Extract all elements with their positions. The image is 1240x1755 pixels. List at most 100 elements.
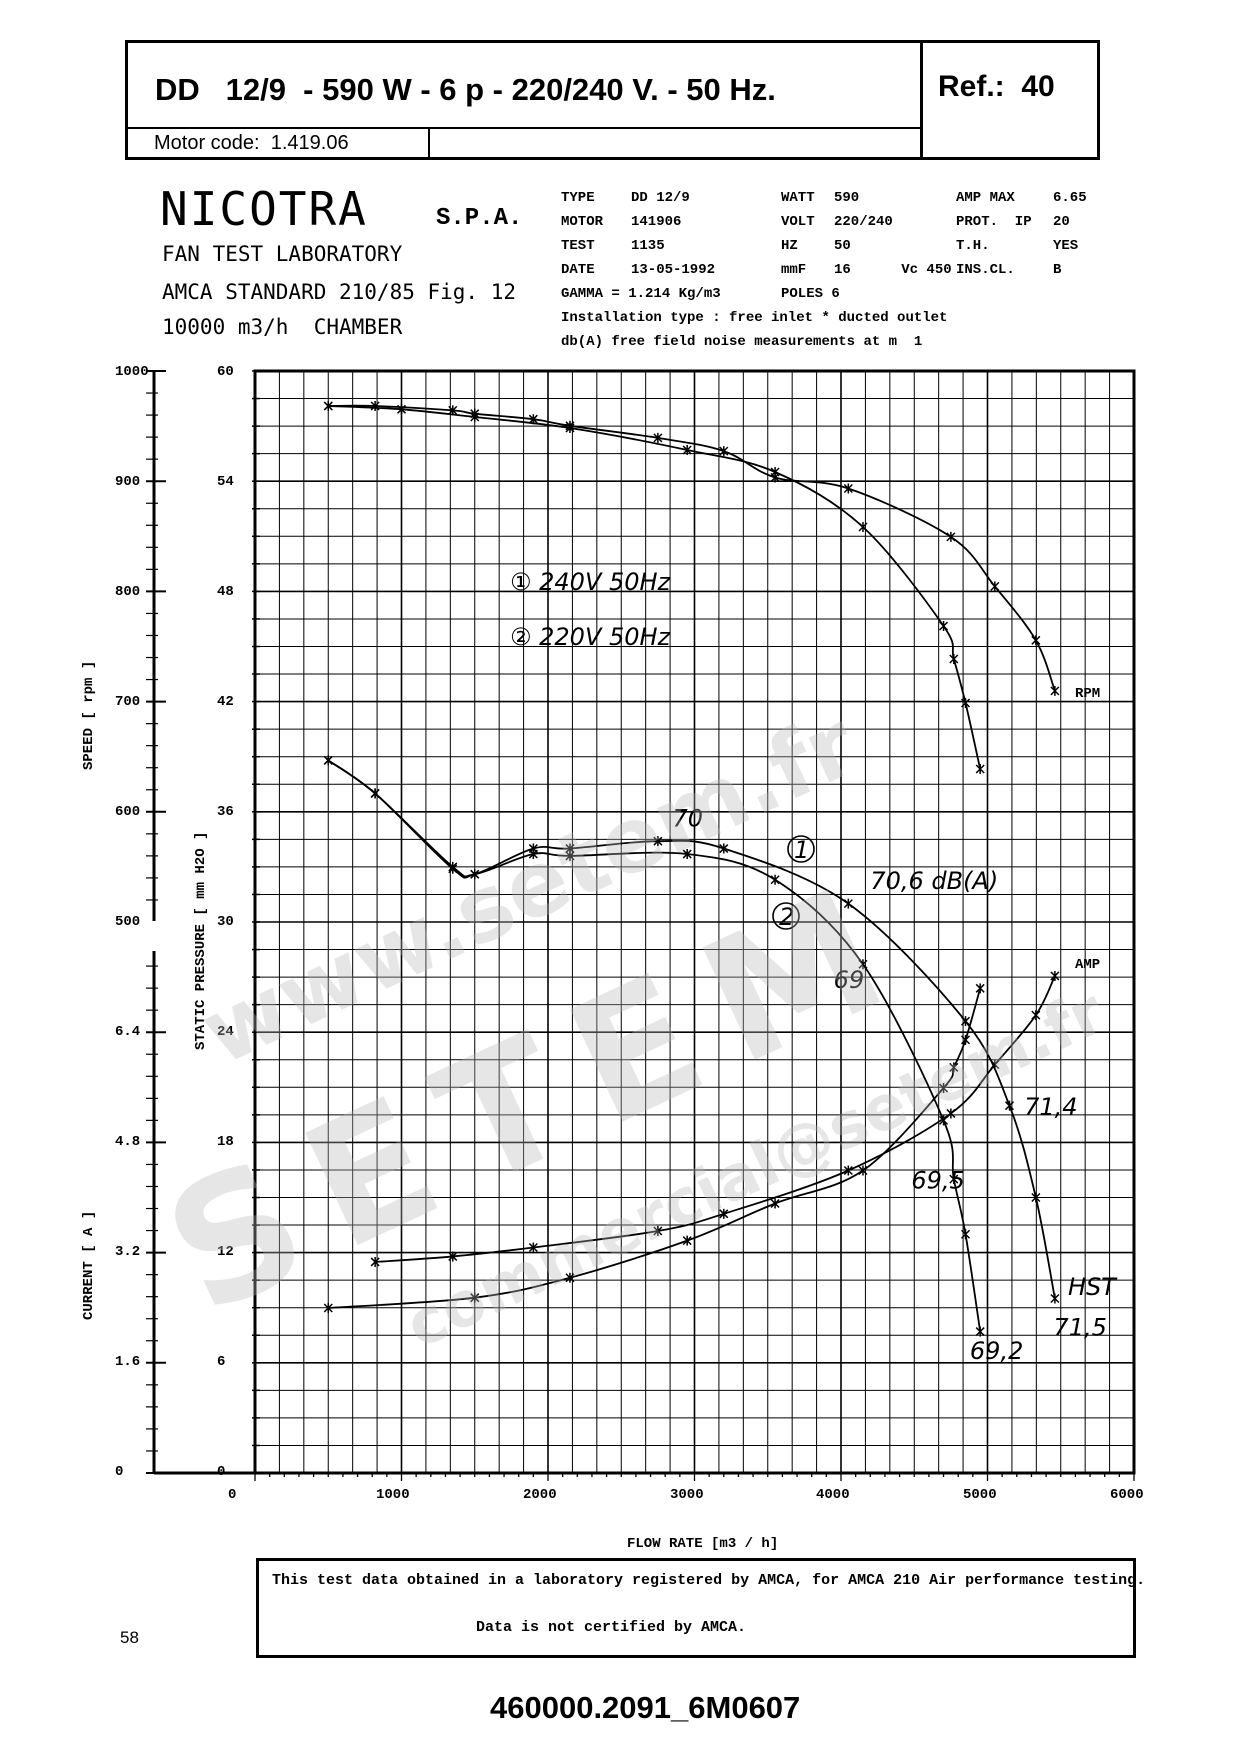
noise-annotations: 70 70,6 dB(A) 69 71,4 69,5 71,5 69,2 — [673, 804, 1107, 1365]
noise-annotation: 69 — [834, 966, 865, 994]
curve-1-marker — [787, 835, 815, 863]
rpm-curve-1 — [328, 404, 1056, 692]
legend-240v: ① 240V 50Hz — [510, 568, 672, 596]
spec-label: T.H. — [956, 238, 990, 254]
flow-tick: 1000 — [376, 1487, 410, 1503]
static-pressure-curve-2-point — [960, 1229, 971, 1240]
current-curve-2-point — [323, 1303, 333, 1313]
noise-measurement-note: db(A) free field noise measurements at m… — [561, 334, 923, 350]
disclaimer-line-1: This test data obtained in a laboratory … — [272, 1572, 1146, 1589]
installation-type: Installation type : free inlet * ducted … — [561, 310, 948, 326]
brand-suffix: S.P.A. — [436, 205, 523, 232]
static-pressure-curve-1-point — [843, 898, 853, 909]
current-tick: 6.4 — [115, 1024, 140, 1040]
current-curve-1-point — [653, 1226, 663, 1236]
flow-axis-label: FLOW RATE [m3 / h] — [627, 1536, 778, 1552]
spec-label: TYPE — [561, 190, 595, 206]
pressure-tick: 54 — [217, 474, 234, 490]
static-pressure-curve-1-point — [960, 1016, 971, 1027]
lab-line-2: AMCA STANDARD 210/85 Fig. 12 — [162, 280, 517, 304]
current-curve-2-point — [565, 1272, 575, 1283]
current-curve-2-point — [939, 1083, 949, 1093]
static-pressure-curve-1-point — [653, 836, 663, 847]
current-curve-2-point — [858, 1165, 868, 1176]
fan-model-title: DD 12/9 - 590 W - 6 p - 220/240 V. - 50 … — [155, 72, 776, 107]
pressure-tick: 12 — [217, 1244, 234, 1260]
current-curve-2-point — [770, 1198, 780, 1209]
rpm-curve-label: RPM — [1075, 686, 1100, 702]
speed-tick: 1000 — [115, 364, 149, 380]
spec-label: AMP MAX — [956, 190, 1015, 206]
pressure-axis-label: STATIC PRESSURE [ mm H2O ] — [193, 832, 209, 1050]
current-axis-label: CURRENT [ A ] — [81, 1211, 97, 1320]
current-curve-1-point — [990, 1059, 1000, 1070]
rpm-curve-2-point — [858, 522, 868, 532]
header-rule — [125, 127, 922, 129]
current-curve-1 — [375, 975, 1056, 1263]
amp-curve-label: AMP — [1075, 957, 1100, 973]
static-pressure-curve-2-point — [448, 861, 458, 872]
spec-label: WATT — [781, 190, 815, 206]
spec-value: 13-05-1992 — [631, 262, 716, 278]
flow-tick: 6000 — [1110, 1487, 1144, 1503]
pressure-tick: 48 — [217, 584, 234, 600]
noise-annotation: 71,5 — [1053, 1313, 1106, 1341]
speed-tick: 500 — [115, 914, 140, 930]
page-number: 58 — [120, 1628, 139, 1647]
current-curve-1-point — [1050, 970, 1060, 981]
spec-label: POLES 6 — [781, 286, 840, 302]
static-pressure-curve-2-point — [528, 849, 538, 860]
current-curve-1-point — [528, 1242, 538, 1253]
rpm-curve-1-point — [719, 446, 729, 457]
rpm-curve-1-point — [1031, 635, 1041, 646]
static-pressure-curve-2-point — [470, 869, 480, 880]
noise-annotation: 71,4 — [1024, 1093, 1077, 1121]
speed-tick: 700 — [115, 694, 140, 710]
ref-divider — [920, 40, 923, 160]
curve-2-marker-label: 2 — [779, 903, 794, 931]
current-curve-2-point — [975, 983, 985, 994]
rpm-curve-2-point — [949, 654, 959, 664]
speed-tick: 600 — [115, 804, 140, 820]
static-pressure-curve-1-point — [1031, 1192, 1041, 1203]
pressure-tick: 6 — [217, 1354, 225, 1370]
static-pressure-curve-2-point — [565, 850, 575, 861]
spec-value: DD 12/9 — [631, 190, 690, 206]
speed-tick: 900 — [115, 474, 140, 490]
static-pressure-curve-2-point — [370, 788, 380, 799]
spec-label: HZ — [781, 238, 798, 254]
noise-annotation: 69,5 — [911, 1166, 964, 1194]
lab-line-3: 10000 m3/h CHAMBER — [162, 315, 403, 339]
static-pressure-curve-2-point — [682, 849, 692, 860]
tick-labels: 1000 900 800 700 600 500 6.4 4.8 3.2 1.6… — [115, 364, 1144, 1503]
current-curve-1-point — [946, 1108, 956, 1119]
spec-value: 141906 — [631, 214, 682, 230]
current-tick: 0 — [115, 1464, 123, 1480]
current-curve-2-point — [470, 1292, 480, 1303]
rpm-curve-2-point — [770, 467, 780, 477]
speed-axis-label: SPEED [ rpm ] — [81, 661, 97, 770]
footer-disclaimer-box — [256, 1558, 1136, 1658]
rpm-curve-1-point — [1050, 685, 1060, 696]
motor-code: Motor code: 1.419.06 — [154, 132, 349, 154]
chart-series — [323, 401, 1060, 1337]
legend-220v: ② 220V 50Hz — [510, 623, 672, 651]
static-pressure-curve-1-point — [1004, 1100, 1015, 1111]
hst-curve-label: HST — [1068, 1273, 1118, 1301]
spec-label: TEST — [561, 238, 595, 254]
current-tick: 1.6 — [115, 1354, 140, 1370]
spec-label: DATE — [561, 262, 595, 278]
rpm-curve-1-point — [843, 483, 853, 494]
current-tick: 3.2 — [115, 1244, 140, 1260]
flow-tick: 3000 — [670, 1487, 704, 1503]
rpm-curve-2-point — [470, 412, 480, 422]
current-curve-1-point — [1031, 1010, 1041, 1021]
current-curve-1-point — [448, 1251, 458, 1262]
spec-value: 1135 — [631, 238, 665, 254]
noise-annotation: 70 — [673, 804, 704, 832]
pressure-tick: 60 — [217, 364, 234, 380]
static-pressure-curve-2-point — [770, 874, 780, 885]
pressure-tick: 30 — [217, 914, 234, 930]
spec-label: VOLT — [781, 214, 815, 230]
